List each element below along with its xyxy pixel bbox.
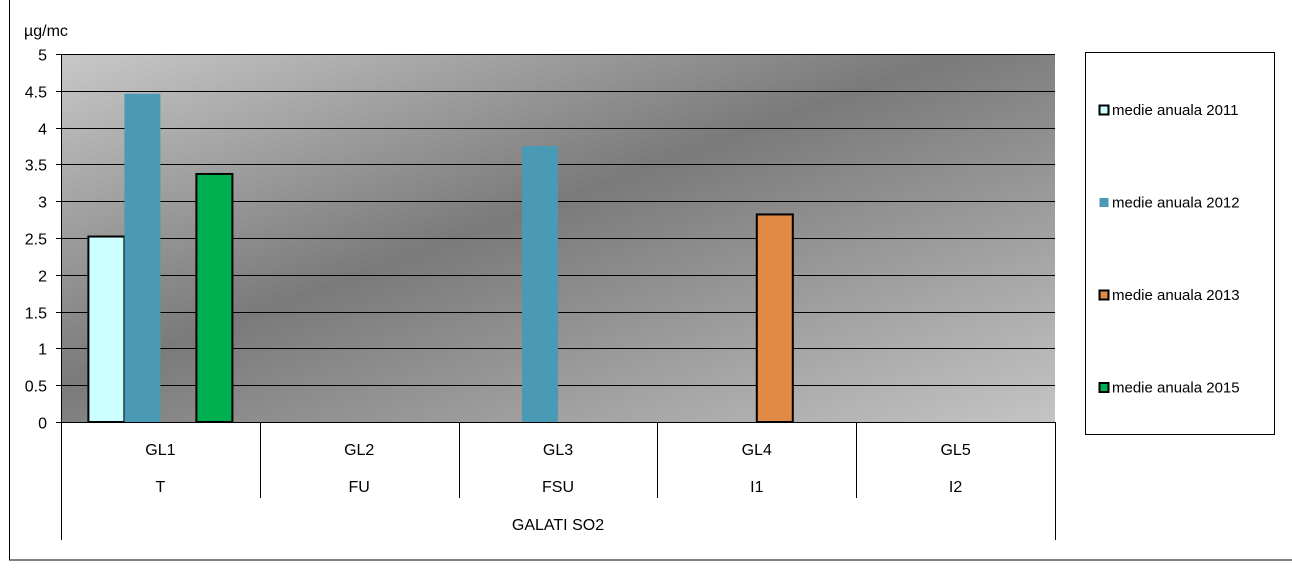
legend-swatch [1100,106,1109,115]
legend-swatch [1100,291,1109,300]
y-tick-label: 1 [38,342,47,359]
legend-swatch [1100,198,1109,207]
x-category-label: GL2 [344,442,374,459]
y-tick-label: 3.5 [25,158,47,175]
bar [757,214,793,422]
y-axis-title: µg/mc [24,23,68,40]
legend-label: medie anuala 2015 [1112,380,1240,397]
x-group-label: GALATI SO2 [512,517,604,534]
x-subcategory-label: I2 [949,479,962,496]
y-tick-label: 0.5 [25,379,47,396]
y-tick-label: 2 [38,269,47,286]
bar [522,146,558,422]
x-category-label: GL4 [742,442,772,459]
x-category-label: GL3 [543,442,573,459]
bar [124,94,160,422]
x-axis-labels: GL1 T GL2 FU GL3 FSU GL4 I1 GL5 I2 GALATI SO2 [62,422,1056,540]
y-tick-label: 4.5 [25,85,47,102]
legend-swatch [1100,383,1109,392]
y-tick-label: 0 [38,416,47,433]
legend-label: medie anuala 2012 [1112,195,1240,212]
y-tick-label: 2.5 [25,232,47,249]
x-subcategory-label: FSU [542,479,574,496]
x-subcategory-label: FU [349,479,370,496]
legend-label: medie anuala 2013 [1112,287,1240,304]
bar [196,174,232,422]
bar [88,237,124,422]
y-tick-labels: 0 0.5 1 1.5 2 2.5 3 3.5 4 4.5 5 [25,48,47,433]
x-subcategory-label: I1 [750,479,763,496]
x-subcategory-label: T [156,479,166,496]
x-category-label: GL5 [940,442,970,459]
x-category-label: GL1 [145,442,175,459]
legend-label: medie anuala 2011 [1112,102,1239,119]
y-tick-label: 5 [38,48,47,65]
y-tick-label: 4 [38,122,47,139]
y-tick-label: 3 [38,195,47,212]
y-tick-label: 1.5 [25,306,47,323]
